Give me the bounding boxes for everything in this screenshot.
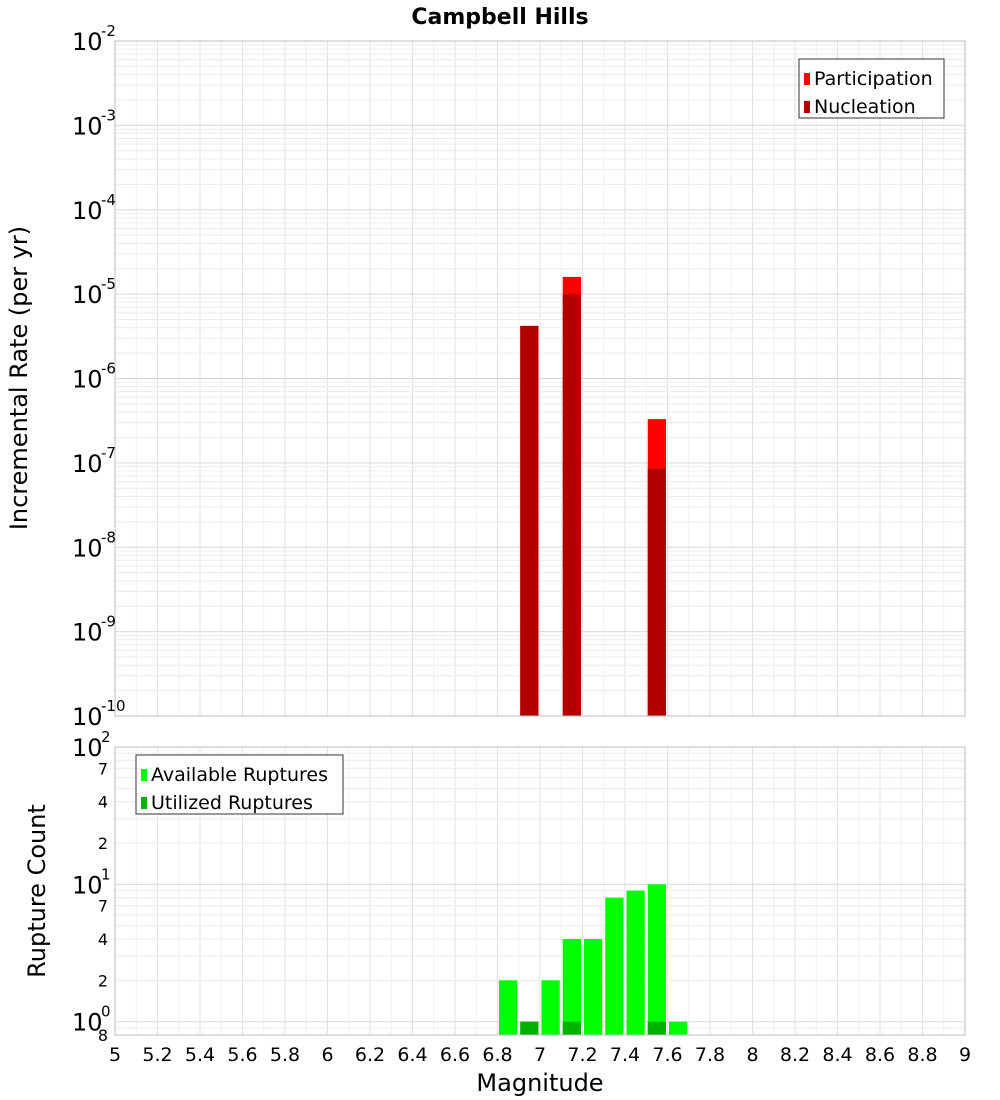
y-tick-label: 10 — [72, 703, 103, 731]
legend-box — [135, 754, 344, 815]
y-tick-exponent: -2 — [101, 22, 116, 40]
bar-nucleation — [520, 325, 539, 716]
y-tick-exponent: -3 — [101, 106, 116, 124]
bar-utilized-ruptures — [520, 1021, 539, 1035]
y-tick-exponent: 2 — [101, 728, 111, 746]
y-tick-label: 10 — [72, 1009, 103, 1037]
bar-utilized-ruptures — [562, 1021, 581, 1035]
bar-available-ruptures — [647, 884, 666, 1035]
plot-border — [114, 746, 966, 1036]
bar-available-ruptures — [626, 890, 645, 1035]
x-tick-label: 7.2 — [567, 1044, 597, 1066]
legend-swatch — [804, 73, 810, 85]
y-tick-exponent: -7 — [101, 444, 116, 462]
grid — [114, 41, 966, 717]
bar-nucleation — [647, 468, 666, 716]
legend-label: Nucleation — [814, 96, 916, 118]
x-tick-label: 5.2 — [142, 1044, 172, 1066]
y-tick-exponent: -10 — [101, 697, 126, 715]
bar-utilized-ruptures — [647, 1021, 666, 1035]
y-tick-label: 10 — [72, 871, 103, 899]
bottom-y-axis-label: Rupture Count — [23, 804, 51, 978]
y-tick-exponent: 0 — [101, 1003, 111, 1021]
x-tick-label: 6.8 — [482, 1044, 512, 1066]
bar-available-ruptures — [605, 897, 624, 1035]
legend-swatch — [804, 101, 810, 113]
x-tick-label: 6.6 — [440, 1044, 470, 1066]
bar-available-ruptures — [541, 980, 560, 1035]
legend: Participation Nucleation — [798, 58, 945, 119]
x-tick-label: 7.6 — [652, 1044, 682, 1066]
chart-title: Campbell Hills — [411, 5, 588, 30]
x-tick-label: 5.6 — [227, 1044, 257, 1066]
y-tick-exponent: -5 — [101, 275, 116, 293]
x-tick-label: 5.8 — [270, 1044, 300, 1066]
x-axis-label: Magnitude — [476, 1069, 603, 1097]
y-minor-tick-label: 7 — [98, 759, 108, 778]
x-tick-label: 8 — [746, 1044, 758, 1066]
y-minor-tick-label: 8 — [98, 1026, 108, 1045]
bar-available-ruptures — [499, 980, 518, 1035]
top-y-axis-label: Incremental Rate (per yr) — [5, 226, 33, 530]
y-minor-tick-label: 4 — [98, 793, 108, 812]
x-tick-label: 7.4 — [610, 1044, 640, 1066]
x-tick-label: 7.8 — [695, 1044, 725, 1066]
x-tick-label: 6.4 — [397, 1044, 427, 1066]
x-tick-label: 5.4 — [185, 1044, 215, 1066]
x-tick-label: 6.2 — [355, 1044, 385, 1066]
plot-border — [114, 40, 966, 717]
y-minor-tick-label: 2 — [98, 971, 108, 990]
y-tick-label: 10 — [72, 619, 103, 647]
y-tick-label: 10 — [72, 281, 103, 309]
y-tick-label: 10 — [72, 197, 103, 225]
x-tick-label: 5 — [109, 1044, 121, 1066]
legend-box — [798, 58, 945, 119]
bar-available-ruptures — [562, 939, 581, 1035]
legend-label: Utilized Ruptures — [151, 792, 313, 814]
x-ticks: 5 5.2 5.4 5.6 5.8 6 6.2 6.4 6.6 6.8 7 7.2 7.4 7.6 7.8 8… — [109, 1044, 971, 1066]
y-tick-label: 10 — [72, 112, 103, 140]
x-tick-label: 9 — [959, 1044, 971, 1066]
y-minor-tick-label: 7 — [98, 897, 108, 916]
y-tick-exponent: -4 — [101, 191, 116, 209]
x-tick-label: 8.8 — [907, 1044, 937, 1066]
y-minor-tick-label: 2 — [98, 834, 108, 853]
legend-swatch — [141, 769, 147, 781]
y-tick-exponent: -8 — [101, 528, 116, 546]
rate-panel: 10-210-310-410-510-610-710-810-910-10Par… — [72, 22, 966, 731]
y-tick-exponent: 1 — [101, 865, 111, 883]
y-ticks: 10-210-310-410-510-610-710-810-910-10 — [72, 22, 126, 731]
legend-label: Available Ruptures — [151, 764, 328, 786]
x-tick-label: 8.4 — [822, 1044, 852, 1066]
legend-label: Participation — [814, 68, 933, 90]
y-tick-label: 10 — [72, 28, 103, 56]
bar-available-ruptures — [584, 939, 603, 1035]
bars — [520, 276, 666, 716]
x-tick-label: 8.6 — [865, 1044, 895, 1066]
x-tick-label: 6 — [321, 1044, 333, 1066]
y-tick-label: 10 — [72, 450, 103, 478]
y-tick-label: 10 — [72, 534, 103, 562]
bar-nucleation — [562, 294, 581, 716]
y-tick-label: 10 — [72, 366, 103, 394]
x-tick-label: 8.2 — [780, 1044, 810, 1066]
y-minor-tick-label: 4 — [98, 930, 108, 949]
y-tick-label: 10 — [72, 734, 103, 762]
bar-available-ruptures — [669, 1021, 688, 1035]
legend: Available Ruptures Utilized Ruptures — [135, 754, 344, 815]
legend-swatch — [141, 797, 147, 809]
x-tick-label: 7 — [534, 1044, 546, 1066]
bars — [499, 884, 688, 1035]
y-tick-exponent: -9 — [101, 613, 116, 631]
y-tick-exponent: -6 — [101, 360, 116, 378]
